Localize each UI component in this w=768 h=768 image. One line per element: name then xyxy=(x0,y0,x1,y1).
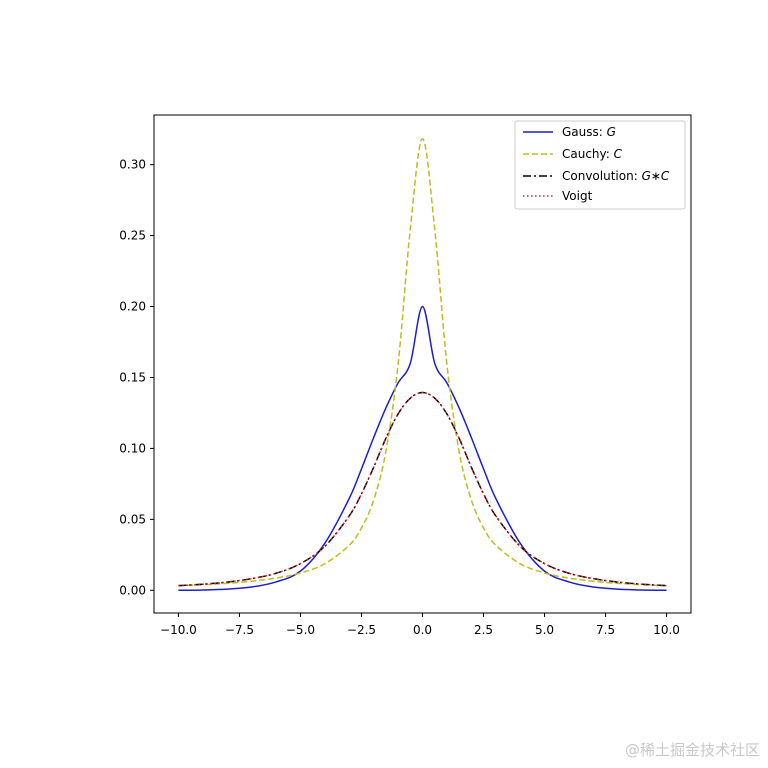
x-tick-label: 0.0 xyxy=(413,623,432,637)
y-tick-label: 0.10 xyxy=(119,441,146,455)
series-layer xyxy=(178,137,667,592)
series-line-3 xyxy=(178,391,667,587)
y-tick-label: 0.00 xyxy=(119,583,146,597)
legend-label-convolution: Convolution: G∗C xyxy=(562,169,670,183)
watermark-text: @稀土掘金技术社区 xyxy=(624,741,760,759)
y-tick-label: 0.20 xyxy=(119,300,146,314)
y-tick-label: 0.25 xyxy=(119,229,146,243)
y-tick-label: 0.15 xyxy=(119,370,146,384)
legend: Gauss: G Cauchy: C Convolution: G∗C Voig… xyxy=(514,120,686,210)
y-axis: 0.00 0.05 0.10 0.15 0.20 0.25 0.30 xyxy=(119,158,154,597)
x-tick-label: 7.5 xyxy=(596,623,615,637)
legend-label-gauss: Gauss: G xyxy=(562,125,616,139)
legend-box xyxy=(514,120,686,210)
legend-label-voigt: Voigt xyxy=(562,189,593,203)
x-tick-label: 5.0 xyxy=(535,623,554,637)
x-tick-label: −7.5 xyxy=(225,623,254,637)
legend-label-cauchy: Cauchy: C xyxy=(562,147,623,161)
x-tick-label: −5.0 xyxy=(286,623,315,637)
x-tick-label: 10.0 xyxy=(653,623,680,637)
x-tick-label: −10.0 xyxy=(160,623,197,637)
x-tick-label: 2.5 xyxy=(474,623,493,637)
y-tick-label: 0.30 xyxy=(119,158,146,172)
series-line-1 xyxy=(178,137,667,587)
x-tick-label: −2.5 xyxy=(347,623,376,637)
y-tick-label: 0.05 xyxy=(119,512,146,526)
series-line-0 xyxy=(178,305,667,592)
x-axis: −10.0 −7.5 −5.0 −2.5 0.0 2.5 5.0 7.5 10.0 xyxy=(160,613,680,637)
